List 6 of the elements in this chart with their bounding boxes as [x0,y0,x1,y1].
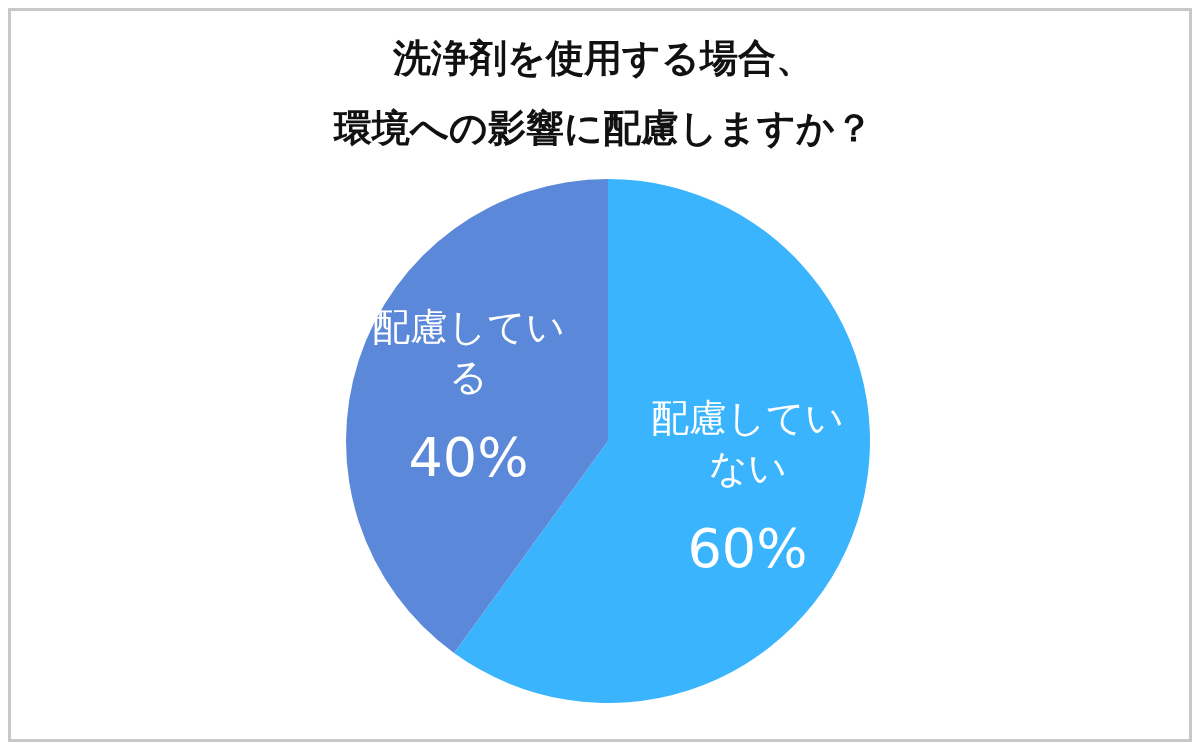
slice-label: 配慮していない [650,394,846,492]
slice-label: 配慮している [370,304,566,402]
data-label: 40% [408,426,529,490]
chart-title: 洗浄剤を使用する場合、環境への影響に配慮しますか？ [332,35,874,152]
pie-slice [346,179,608,653]
data-label: 60% [687,516,808,580]
